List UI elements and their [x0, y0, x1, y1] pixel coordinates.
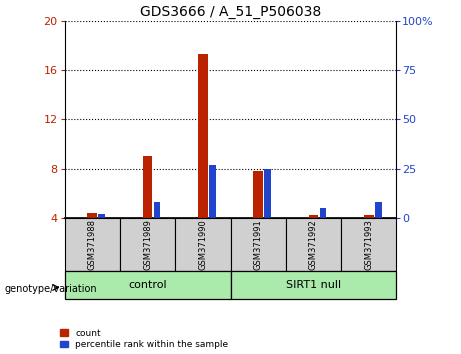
Text: GSM371988: GSM371988	[88, 219, 97, 270]
Bar	[308, 215, 319, 218]
Bar	[65, 218, 120, 271]
Bar	[175, 218, 230, 271]
Bar	[198, 55, 208, 218]
Text: GSM371992: GSM371992	[309, 219, 318, 270]
Text: GSM371991: GSM371991	[254, 219, 263, 270]
Bar	[341, 218, 396, 271]
Text: GSM371993: GSM371993	[364, 219, 373, 270]
Text: GSM371990: GSM371990	[198, 219, 207, 270]
Bar	[142, 156, 153, 218]
Text: control: control	[128, 280, 167, 290]
Bar	[230, 271, 396, 299]
Text: GSM371989: GSM371989	[143, 219, 152, 270]
Title: GDS3666 / A_51_P506038: GDS3666 / A_51_P506038	[140, 5, 321, 19]
Bar	[154, 202, 160, 218]
Bar	[98, 214, 105, 218]
Bar	[87, 213, 97, 218]
Text: genotype/variation: genotype/variation	[5, 284, 97, 293]
Bar	[253, 171, 263, 218]
Bar	[375, 202, 382, 218]
Bar	[319, 208, 326, 218]
Text: SIRT1 null: SIRT1 null	[286, 280, 341, 290]
Bar	[120, 218, 175, 271]
Bar	[364, 215, 374, 218]
Bar	[286, 218, 341, 271]
Legend: count, percentile rank within the sample: count, percentile rank within the sample	[60, 329, 228, 349]
Bar	[264, 169, 271, 218]
Bar	[230, 218, 286, 271]
Bar	[209, 165, 216, 218]
Bar	[65, 271, 230, 299]
